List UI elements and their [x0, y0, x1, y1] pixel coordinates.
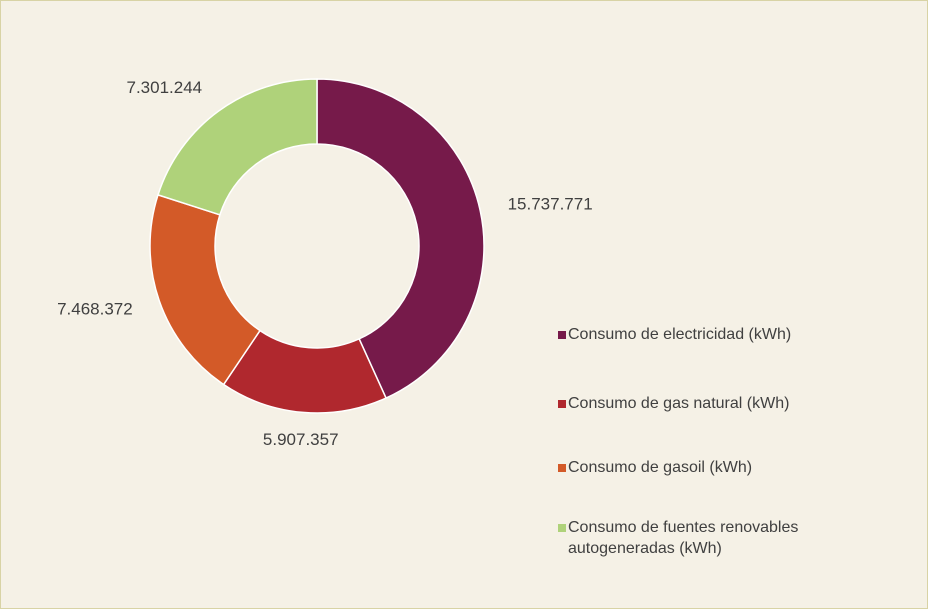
data-label: 5.907.357 — [263, 430, 339, 449]
legend-label: Consumo de electricidad (kWh) — [568, 326, 792, 343]
data-label: 7.468.372 — [57, 299, 133, 318]
legend-swatch — [558, 524, 566, 532]
legend-item: Consumo de fuentes renovables autogenera… — [558, 517, 888, 559]
donut-slice — [316, 78, 485, 400]
donut-slice — [157, 78, 318, 216]
data-label: 15.737.771 — [508, 194, 593, 213]
legend-item: Consumo de gasoil (kWh) — [558, 457, 888, 478]
legend-label: Consumo de gas natural (kWh) — [568, 395, 790, 412]
donut-slice — [149, 193, 262, 386]
legend-item: Consumo de electricidad (kWh) — [558, 324, 888, 345]
legend-label: Consumo de gasoil (kWh) — [568, 459, 753, 476]
legend-swatch — [558, 331, 566, 339]
data-label: 7.301.244 — [126, 78, 202, 97]
legend-item: Consumo de gas natural (kWh) — [558, 393, 888, 414]
legend-swatch — [558, 400, 566, 408]
legend-swatch — [558, 464, 566, 472]
legend-label: Consumo de fuentes renovables autogenera… — [568, 519, 799, 557]
